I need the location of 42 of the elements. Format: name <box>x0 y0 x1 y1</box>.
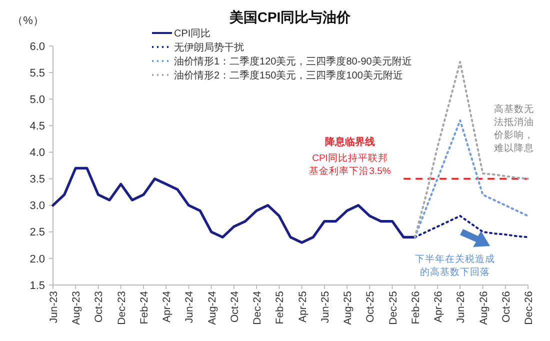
x-tick-label: Oct-26 <box>500 290 512 323</box>
x-tick-label: Feb-24 <box>138 290 150 324</box>
annotation: 下半年在关税造成的高基数下回落 <box>415 253 495 278</box>
x-tick-label: Feb-26 <box>410 290 422 324</box>
x-tick-label: Apr-24 <box>161 290 174 323</box>
x-tick-label: Jun-24 <box>184 290 196 324</box>
legend-label: CPI同比 <box>174 28 211 40</box>
y-tick-label: 1.5 <box>30 280 45 292</box>
x-tick-label: Dec-26 <box>523 290 535 325</box>
y-tick-label: 3.5 <box>30 174 45 186</box>
x-tick-label: Oct-23 <box>93 290 106 323</box>
x-tick-label: Feb-25 <box>274 290 286 324</box>
chart-title: 美国CPI同比与油价 <box>228 9 352 25</box>
y-axis-title: （%） <box>12 15 44 27</box>
y-tick-label: 3.0 <box>30 200 45 212</box>
x-tick-label: Apr-26 <box>432 290 445 323</box>
x-tick-label: Jun-23 <box>48 290 60 324</box>
x-tick-label: Dec-23 <box>116 290 128 325</box>
x-tick-label: Aug-25 <box>342 290 354 325</box>
x-tick-label: Jun-26 <box>455 290 468 324</box>
y-tick-label: 2.0 <box>30 253 45 266</box>
x-tick-label: Dec-25 <box>387 290 400 325</box>
y-tick-label: 4.5 <box>30 120 45 133</box>
ref-line-label: 降息临界线 <box>325 136 375 148</box>
x-tick-label: Aug-26 <box>478 290 490 325</box>
x-tick-label: Oct-25 <box>364 290 377 323</box>
y-tick-label: 6.0 <box>30 40 45 53</box>
y-tick-label: 4.0 <box>30 147 45 160</box>
x-tick-label: Oct-24 <box>228 290 241 323</box>
x-tick-label: Dec-24 <box>252 290 264 325</box>
x-tick-label: Aug-23 <box>70 290 83 325</box>
y-tick-label: 2.5 <box>30 226 45 239</box>
x-tick-label: Jun-25 <box>319 290 332 324</box>
x-tick-label: Aug-24 <box>206 290 218 325</box>
y-tick-label: 5.0 <box>30 94 45 106</box>
x-tick-label: Apr-25 <box>296 290 309 323</box>
legend-label: 无伊朗局势干扰 <box>174 42 244 54</box>
legend-label: 油价情形2：二季度150美元，三四季度100美元附近 <box>174 70 403 82</box>
legend-label: 油价情形1：二季度120美元，三四季度80-90美元附近 <box>174 56 412 68</box>
annotation: 高基数无法抵消油价影响，难以降息 <box>493 103 534 154</box>
annotation: CPI同比持平联邦基金利率下沿3.5% <box>309 152 392 177</box>
y-tick-label: 5.5 <box>30 67 45 80</box>
